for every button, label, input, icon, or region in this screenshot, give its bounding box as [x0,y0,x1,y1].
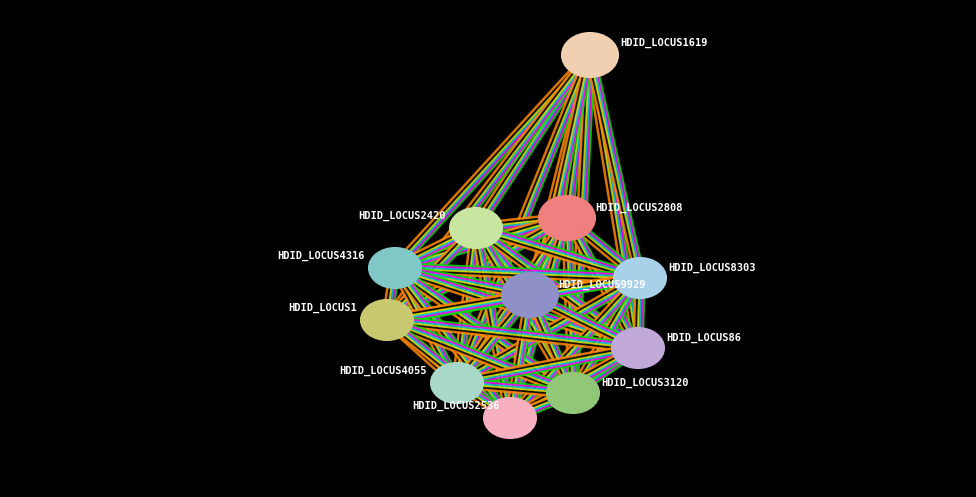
Ellipse shape [562,33,618,77]
Text: HDID_LOCUS4055: HDID_LOCUS4055 [340,366,427,376]
Text: HDID_LOCUS8303: HDID_LOCUS8303 [668,263,755,273]
Ellipse shape [612,328,664,368]
Text: HDID_LOCUS2536: HDID_LOCUS2536 [413,401,500,411]
Ellipse shape [450,208,502,248]
Ellipse shape [502,273,558,317]
Text: HDID_LOCUS3120: HDID_LOCUS3120 [601,378,688,388]
Ellipse shape [539,196,595,240]
Text: HDID_LOCUS1619: HDID_LOCUS1619 [620,38,708,48]
Ellipse shape [369,248,421,288]
Ellipse shape [484,398,536,438]
Ellipse shape [431,363,483,403]
Text: HDID_LOCUS1: HDID_LOCUS1 [288,303,357,313]
Ellipse shape [547,373,599,413]
Text: HDID_LOCUS2808: HDID_LOCUS2808 [595,203,682,213]
Text: HDID_LOCUS86: HDID_LOCUS86 [666,333,741,343]
Ellipse shape [361,300,413,340]
Text: HDID_LOCUS9929: HDID_LOCUS9929 [558,280,645,290]
Text: HDID_LOCUS2420: HDID_LOCUS2420 [358,211,446,221]
Text: HDID_LOCUS4316: HDID_LOCUS4316 [277,251,365,261]
Ellipse shape [614,258,666,298]
